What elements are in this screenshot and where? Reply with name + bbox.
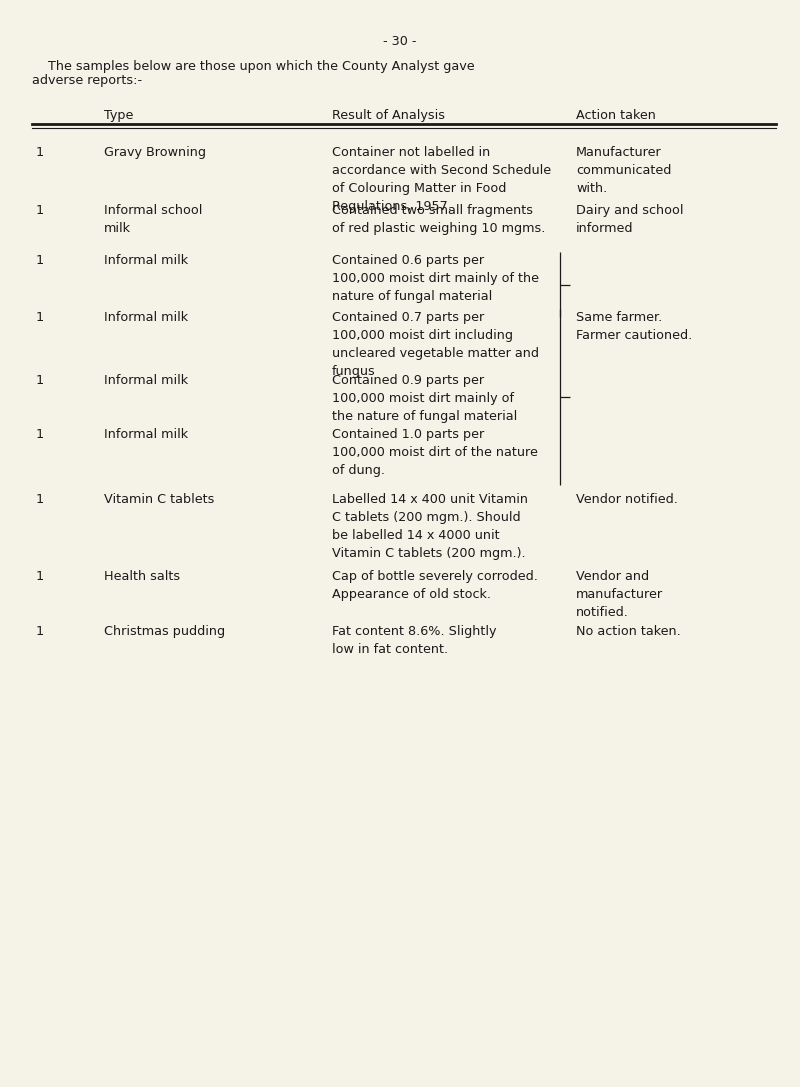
Text: Contained 0.9 parts per
100,000 moist dirt mainly of
the nature of fungal materi: Contained 0.9 parts per 100,000 moist di… (332, 374, 518, 423)
Text: Labelled 14 x 400 unit Vitamin
C tablets (200 mgm.). Should
be labelled 14 x 400: Labelled 14 x 400 unit Vitamin C tablets… (332, 493, 528, 561)
Text: No action taken.: No action taken. (576, 625, 681, 638)
Text: Container not labelled in
accordance with Second Schedule
of Colouring Matter in: Container not labelled in accordance wit… (332, 146, 551, 213)
Text: The samples below are those upon which the County Analyst gave: The samples below are those upon which t… (32, 60, 474, 73)
Text: Contained 0.6 parts per
100,000 moist dirt mainly of the
nature of fungal materi: Contained 0.6 parts per 100,000 moist di… (332, 254, 539, 303)
Text: Dairy and school
informed: Dairy and school informed (576, 204, 683, 236)
Text: Health salts: Health salts (104, 570, 180, 583)
Text: 1: 1 (36, 625, 44, 638)
Text: Gravy Browning: Gravy Browning (104, 146, 206, 159)
Text: 1: 1 (36, 146, 44, 159)
Text: Informal milk: Informal milk (104, 254, 188, 267)
Text: 1: 1 (36, 311, 44, 324)
Text: Contained 1.0 parts per
100,000 moist dirt of the nature
of dung.: Contained 1.0 parts per 100,000 moist di… (332, 428, 538, 477)
Text: Contained 0.7 parts per
100,000 moist dirt including
uncleared vegetable matter : Contained 0.7 parts per 100,000 moist di… (332, 311, 539, 378)
Text: Informal milk: Informal milk (104, 428, 188, 441)
Text: Same farmer.
Farmer cautioned.: Same farmer. Farmer cautioned. (576, 311, 692, 342)
Text: 1: 1 (36, 374, 44, 387)
Text: 1: 1 (36, 254, 44, 267)
Text: 1: 1 (36, 428, 44, 441)
Text: Vendor notified.: Vendor notified. (576, 493, 678, 507)
Text: Informal milk: Informal milk (104, 374, 188, 387)
Text: Vitamin C tablets: Vitamin C tablets (104, 493, 214, 507)
Text: Contained two small fragments
of red plastic weighing 10 mgms.: Contained two small fragments of red pla… (332, 204, 546, 236)
Text: 1: 1 (36, 204, 44, 217)
Text: 1: 1 (36, 493, 44, 507)
Text: Informal school
milk: Informal school milk (104, 204, 202, 236)
Text: - 30 -: - 30 - (383, 35, 417, 48)
Text: Type: Type (104, 109, 134, 122)
Text: Cap of bottle severely corroded.
Appearance of old stock.: Cap of bottle severely corroded. Appeara… (332, 570, 538, 601)
Text: Manufacturer
communicated
with.: Manufacturer communicated with. (576, 146, 671, 195)
Text: adverse reports:-: adverse reports:- (32, 74, 142, 87)
Text: Vendor and
manufacturer
notified.: Vendor and manufacturer notified. (576, 570, 663, 619)
Text: Informal milk: Informal milk (104, 311, 188, 324)
Text: Result of Analysis: Result of Analysis (332, 109, 445, 122)
Text: Christmas pudding: Christmas pudding (104, 625, 225, 638)
Text: 1: 1 (36, 570, 44, 583)
Text: Fat content 8.6%. Slightly
low in fat content.: Fat content 8.6%. Slightly low in fat co… (332, 625, 497, 657)
Text: Action taken: Action taken (576, 109, 656, 122)
